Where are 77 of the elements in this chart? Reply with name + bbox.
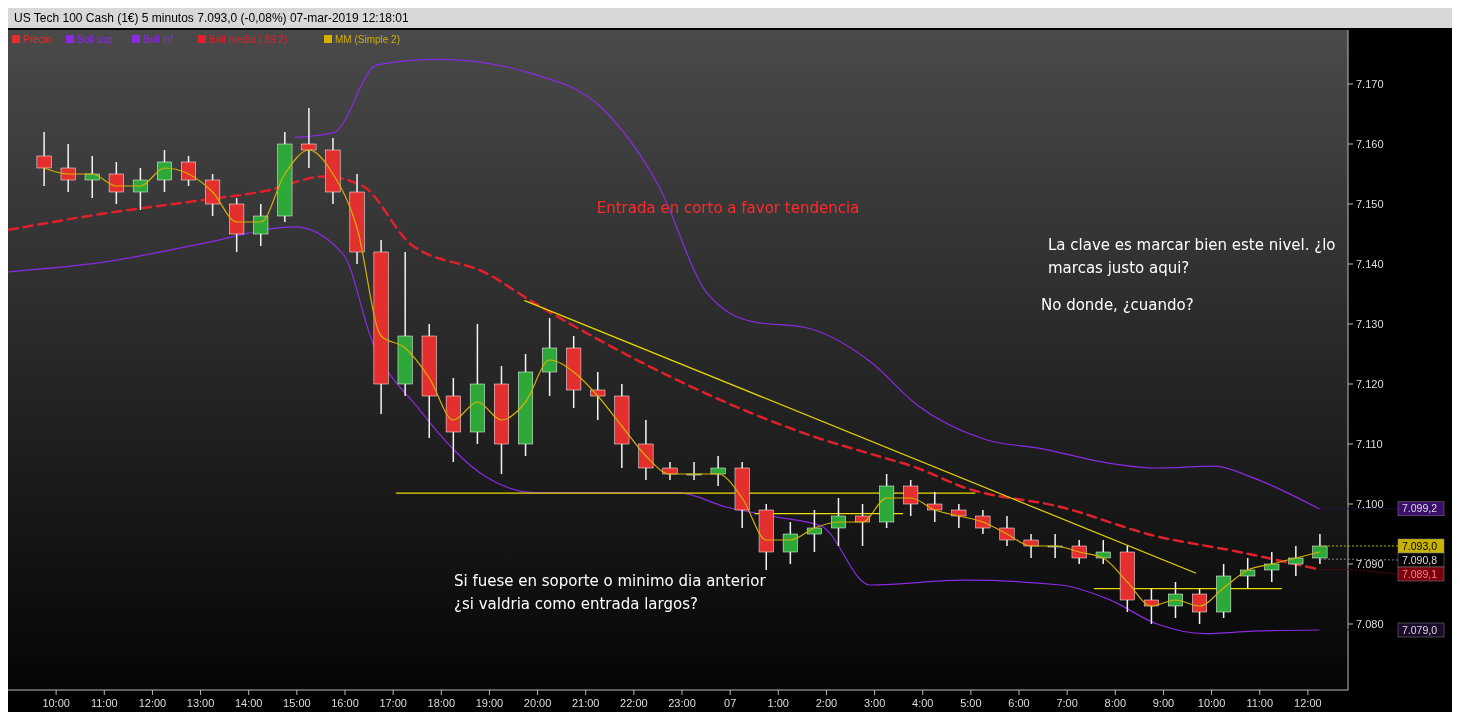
candlestick [205,173,221,217]
legend-label: Boll sup [77,34,114,45]
x-tick-label: 3:00 [863,697,886,709]
y-tick-label: 7.150 [1356,197,1384,210]
x-tick-label: 21:00 [571,697,600,709]
candlestick [36,131,52,187]
x-tick-label: 19:00 [475,697,504,709]
candlestick [181,155,197,187]
x-tick-label: 9:00 [1152,697,1175,709]
candlestick [301,107,317,169]
annotation: 7.079,0 [1402,623,1438,636]
x-tick-label: 15:00 [283,697,311,709]
x-tick-label: 18:00 [427,697,456,709]
legend-label: MM (Simple 2) [335,34,401,45]
candlestick [782,521,798,565]
y-tick-label: 7.140 [1356,257,1384,270]
candlestick [999,515,1015,547]
y-tick-label: 7.110 [1356,437,1383,450]
y-tick-label: 7.090 [1356,557,1384,570]
annotation: 7.093,0 [1402,539,1438,552]
x-tick-label: 16:00 [331,697,359,709]
y-tick-label: 7.080 [1356,617,1384,630]
legend-label: Precio [23,34,52,45]
chart-title: US Tech 100 Cash (1€) 5 minutos 7.093,0 (-0,08%) 07-mar-2019 12:18:01 [14,11,409,25]
x-tick-label: 1:00 [767,697,790,709]
x-tick-label: 12:00 [138,697,167,709]
candlestick [157,149,172,193]
x-tick-label: 13:00 [186,697,215,709]
x-tick-label: 5:00 [960,697,982,709]
legend-label: Boll media ( 89 2) [209,34,288,45]
y-tick-label: 7.130 [1356,317,1384,330]
y-tick-label: 7.170 [1356,77,1384,90]
y-tick-label: 7.160 [1356,137,1384,150]
x-tick-label: 20:00 [523,697,552,709]
candlestick [1095,539,1111,565]
x-tick-label: 17:00 [379,697,407,709]
annotation: 7.090,8 [1402,553,1438,566]
candlestick [638,419,654,481]
candlestick [831,497,846,547]
annotation: 7.089,1 [1402,567,1438,580]
x-tick-label: 7:00 [1056,697,1078,709]
candlestick [542,317,558,397]
candlestick [1168,581,1183,619]
y-tick-label: 7.100 [1356,497,1384,510]
x-tick-label: 23:00 [668,697,696,709]
x-tick-label: 14:00 [234,697,263,709]
annotation: Si fuese en soporte o minimo dia anterior ¿si valdria como entrada largos? [454,572,767,613]
candlestick [590,371,606,421]
candlestick [60,143,76,193]
candlestick [1264,551,1280,583]
candlestick [1240,557,1256,589]
x-tick-label: 11:00 [90,697,118,709]
x-tick-label: 07 [724,697,737,709]
candlestick [108,161,124,205]
y-tick-label: 7.120 [1356,377,1384,390]
x-tick-label: 8:00 [1104,697,1127,709]
x-tick-label: 12:00 [1294,697,1322,709]
x-tick-label: 11:00 [1246,697,1274,709]
annotation: 7.099,2 [1402,502,1438,515]
legend-label: Boll inf [143,34,174,45]
candlestick [710,455,726,487]
x-tick-label: 10:00 [42,697,70,709]
x-tick-label: 10:00 [1197,697,1226,709]
candlestick [903,479,919,517]
x-tick-label: 4:00 [912,697,934,709]
candlestick [951,503,967,529]
candlestick [1312,533,1328,565]
candlestick [253,203,269,247]
x-tick-label: 22:00 [620,697,648,709]
annotation: La clave es marcar bien este nivel. ¿lo marcas justo aqui? [1048,236,1336,277]
candlestick [927,491,943,523]
candlestick [1288,545,1304,577]
x-tick-label: 6:00 [1008,697,1030,709]
candlestick [806,509,822,553]
x-tick-label: 2:00 [815,697,838,709]
candlestick [1192,587,1208,625]
annotation: No donde, ¿cuando? [1041,296,1194,314]
